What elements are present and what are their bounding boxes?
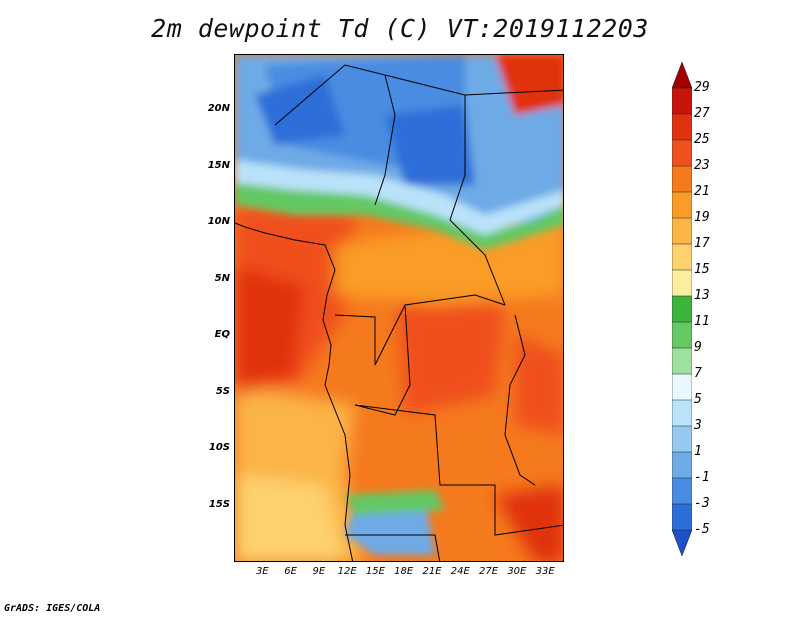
colorbar-label: 9 <box>694 340 702 355</box>
colorbar-segment <box>672 165 692 193</box>
field-south-green <box>345 490 445 515</box>
x-axis-label: 9E <box>312 566 326 577</box>
field-ne-deep <box>385 105 475 185</box>
y-axis-label: 5S <box>215 385 230 397</box>
colorbar-label: 29 <box>694 80 710 95</box>
colorbar-label: 23 <box>694 158 710 173</box>
colorbar-label: 13 <box>694 288 710 303</box>
map-title: 2m dewpoint Td (C) VT:2019112203 <box>151 14 649 43</box>
border-north-1 <box>274 64 396 206</box>
field-se-red <box>495 485 563 561</box>
coastline-west <box>235 222 354 561</box>
border-south-2 <box>345 534 441 561</box>
border-north-2 <box>384 74 506 306</box>
colorbar-label: 15 <box>694 262 710 277</box>
field-ne-red <box>495 55 563 115</box>
y-axis-label: 15S <box>208 498 230 510</box>
colorbar-label: 3 <box>694 418 702 433</box>
border-central-2 <box>354 304 411 416</box>
colorbar-label: -3 <box>694 496 710 511</box>
colorbar-segment <box>672 425 692 453</box>
field-nw-deep <box>255 75 345 145</box>
colorbar-segment <box>672 503 692 531</box>
dewpoint-map <box>234 54 564 562</box>
colorbar-label: 11 <box>694 314 710 329</box>
border-south-1 <box>354 404 563 536</box>
colorbar-segment <box>672 113 692 141</box>
colorbar-segment <box>672 451 692 479</box>
x-axis-label: 12E <box>337 566 357 577</box>
x-axis-label: 33E <box>535 566 555 577</box>
x-axis-label: 18E <box>394 566 414 577</box>
colorbar-segment <box>672 373 692 401</box>
field-east-red <box>515 335 563 435</box>
colorbar-segment <box>672 243 692 271</box>
y-axis-label: 15N <box>207 159 230 171</box>
border-east-lakes <box>504 314 536 486</box>
colorbar-segment <box>672 87 692 115</box>
colorbar-segment <box>672 62 692 89</box>
colorbar-segment <box>672 399 692 427</box>
colorbar-segment <box>672 139 692 167</box>
y-axis-label: 10N <box>207 216 230 228</box>
colorbar-segment <box>672 347 692 375</box>
colorbar-segment <box>672 529 692 556</box>
field-south-light <box>235 475 345 561</box>
colorbar-label: 1 <box>694 444 702 459</box>
border-north-3 <box>464 89 563 96</box>
colorbar-label: 27 <box>694 106 710 121</box>
field-light-belt <box>235 160 563 235</box>
y-axis-label: EQ <box>214 329 230 341</box>
colorbar-segment <box>672 477 692 505</box>
colorbar-segment <box>672 295 692 323</box>
x-axis-label: 6E <box>284 566 297 577</box>
y-axis-label: 20N <box>207 103 230 115</box>
y-axis-label: 5N <box>214 272 230 284</box>
credit-text: GrADS: IGES/COLA <box>4 603 101 614</box>
colorbar-segment <box>672 269 692 297</box>
x-axis-label: 24E <box>450 566 470 577</box>
field-gulf-deep <box>235 265 305 385</box>
colorbar-label: 5 <box>694 392 702 407</box>
colorbar-segment <box>672 321 692 349</box>
colorbar-label: -1 <box>694 470 710 485</box>
colorbar-segment <box>672 191 692 219</box>
colorbar-segment <box>672 217 692 245</box>
x-axis-label: 21E <box>422 566 442 577</box>
x-axis-label: 27E <box>479 566 499 577</box>
y-axis-label: 10S <box>208 442 230 454</box>
colorbar <box>672 62 692 556</box>
colorbar-label: 25 <box>694 132 710 147</box>
field-congo-red <box>395 285 505 415</box>
colorbar-label: 7 <box>694 366 702 381</box>
colorbar-label: 17 <box>694 236 710 251</box>
colorbar-label: -5 <box>694 522 710 537</box>
x-axis-label: 30E <box>507 566 527 577</box>
colorbar-label: 21 <box>694 184 710 199</box>
x-axis-label: 3E <box>255 566 269 577</box>
x-axis-label: 15E <box>365 566 385 577</box>
colorbar-label: 19 <box>694 210 710 225</box>
border-central-1 <box>334 294 506 366</box>
